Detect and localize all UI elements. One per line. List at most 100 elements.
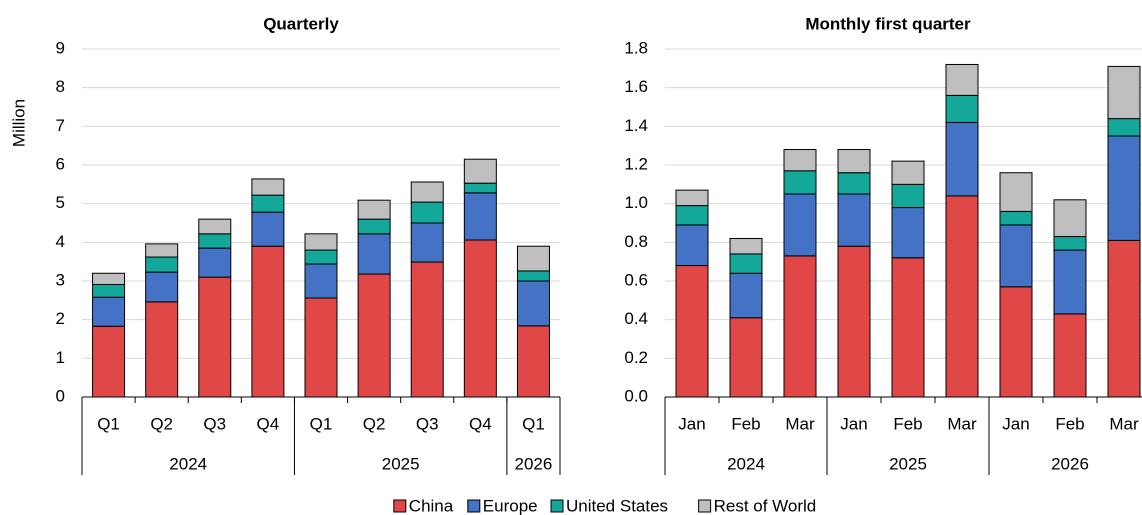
y-tick-label: 0.6 [624,270,648,289]
bar-segment [410,222,444,263]
y-tick-label: 7 [56,116,65,135]
bar-segment [251,178,285,196]
bar-segment [837,193,871,247]
x-group-label: 2024 [727,454,765,473]
bar-segment [675,189,709,207]
bar-segment [463,158,497,184]
y-tick-label: 1 [56,348,65,367]
bar-segment [999,224,1033,288]
x-group-label: 2025 [382,454,420,473]
bar-segment [251,245,285,398]
bar-segment [729,272,763,319]
bar-segment [837,172,871,195]
bar-segment [304,249,338,265]
bar-segment [729,317,763,398]
x-tick-label: Feb [1055,414,1084,433]
bar-segment [945,94,979,123]
y-tick-label: 0.2 [624,348,648,367]
bar-segment [92,325,126,398]
y-tick-label: 1.6 [624,77,648,96]
bar-segment [92,283,126,298]
bar-segment [891,257,925,398]
bar-segment [92,296,126,327]
bar-segment [463,182,497,194]
bar-segment [357,218,391,235]
bar-segment [516,270,550,282]
bar-segment [999,286,1033,398]
bar-segment [891,183,925,209]
bar-segment [999,172,1033,212]
bar-segment [410,261,444,398]
bar-segment [145,301,179,398]
bar-segment [1107,118,1141,137]
y-tick-label: 0 [56,386,65,405]
y-tick-label: 5 [56,193,65,212]
bar-segment [1053,199,1087,238]
y-tick-label: 4 [56,232,65,251]
bar-segment [198,276,232,398]
legend-swatch [393,499,407,513]
bar-segment [729,237,763,255]
bar-segment [145,243,179,258]
y-axis-label: Million [9,99,28,147]
bar-segment [198,233,232,249]
y-tick-label: 1.0 [624,193,648,212]
legend-swatch [550,499,564,513]
bar-segment [304,233,338,251]
bar-segment [783,193,817,257]
bar-segment [945,63,979,96]
bar-segment [251,194,285,213]
bar-segment [1053,313,1087,398]
bar-segment [198,247,232,278]
x-tick-label: Mar [947,414,977,433]
x-tick-label: Feb [731,414,760,433]
x-tick-label: Q2 [150,414,173,433]
bar-segment [463,239,497,398]
y-tick-label: 0.0 [624,386,648,405]
x-tick-label: Q1 [522,414,545,433]
bar-segment [516,280,550,327]
y-tick-label: 9 [56,38,65,57]
bar-segment [516,245,550,272]
x-tick-label: Mar [1109,414,1139,433]
bar-segment [516,325,550,398]
x-tick-label: Mar [785,414,815,433]
x-tick-label: Q3 [416,414,439,433]
legend-label: Europe [483,496,538,515]
legend-label: United States [566,496,668,515]
bar-segment [145,271,179,303]
bar-segment [891,160,925,185]
x-tick-label: Q1 [310,414,333,433]
x-tick-label: Q3 [203,414,226,433]
bar-segment [837,149,871,174]
bar-segment [463,192,497,241]
legend-label: Rest of World [714,496,817,515]
bar-segment [251,211,285,247]
legend-label: China [409,496,454,515]
bar-segment [783,255,817,398]
y-tick-label: 0.8 [624,232,648,251]
bar-segment [357,233,391,275]
bar-segment [1053,249,1087,315]
bar-segment [1053,236,1087,251]
x-tick-label: Q2 [363,414,386,433]
bar-segment [357,273,391,398]
x-tick-label: Q1 [97,414,120,433]
x-tick-label: Q4 [257,414,280,433]
x-tick-label: Feb [893,414,922,433]
bar-segment [304,297,338,398]
x-tick-label: Q4 [469,414,492,433]
y-tick-label: 1.2 [624,154,648,173]
x-tick-label: Jan [1002,414,1029,433]
x-tick-label: Jan [840,414,867,433]
bar-segment [92,272,126,285]
x-group-label: 2024 [169,454,207,473]
y-tick-label: 3 [56,270,65,289]
bar-segment [1107,135,1141,241]
y-tick-label: 6 [56,154,65,173]
bar-segment [1107,65,1141,120]
x-tick-label: Jan [678,414,705,433]
bar-segment [357,199,391,220]
bar-segment [145,256,179,273]
